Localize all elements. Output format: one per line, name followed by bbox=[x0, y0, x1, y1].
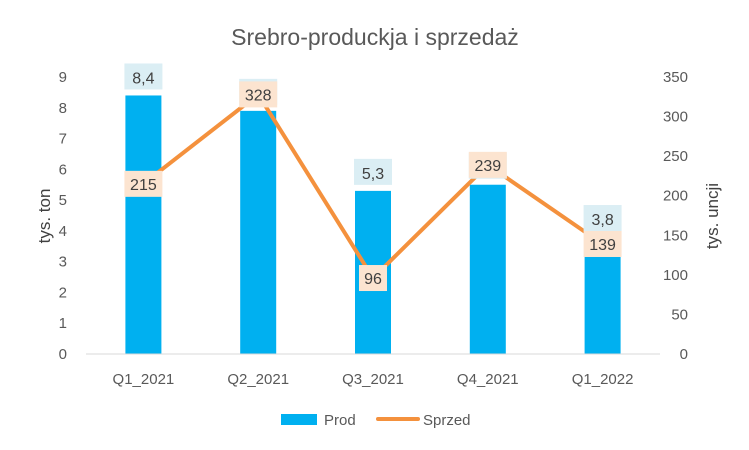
line-label-bg bbox=[124, 170, 163, 197]
line-label-bg bbox=[359, 265, 387, 292]
x-tick-label: Q1_2021 bbox=[113, 371, 175, 388]
y2-axis-ticks: 0 50 100 150 200 250 300 350 bbox=[663, 69, 688, 363]
legend-label-sprzed: Sprzed bbox=[423, 412, 471, 429]
y-tick-label: 0 bbox=[59, 346, 67, 363]
x-tick-label: Q1_2022 bbox=[572, 371, 634, 388]
line-data-label: 239 bbox=[474, 158, 501, 175]
x-tick-label: Q3_2021 bbox=[342, 371, 404, 388]
legend-swatch-prod bbox=[281, 414, 317, 425]
y-axis-title: tys. ton bbox=[35, 189, 54, 244]
x-tick-label: Q2_2021 bbox=[227, 371, 289, 388]
line-label-bg bbox=[239, 81, 278, 108]
bar bbox=[469, 184, 506, 354]
line-label-bg bbox=[583, 230, 622, 257]
bar-label-bg bbox=[583, 205, 622, 232]
y-tick-label: 6 bbox=[59, 161, 67, 178]
y-tick-label: 3 bbox=[59, 254, 67, 271]
y-tick-label: 9 bbox=[59, 69, 67, 86]
y2-tick-label: 300 bbox=[663, 109, 688, 126]
line-data-label: 96 bbox=[364, 271, 382, 288]
bar-data-label: 5,3 bbox=[362, 166, 384, 183]
bar-label-bg bbox=[124, 63, 163, 90]
y2-axis-title: tys. uncji bbox=[703, 183, 722, 249]
bar bbox=[240, 110, 277, 354]
bar bbox=[125, 95, 162, 354]
y2-tick-label: 150 bbox=[663, 227, 688, 244]
line-data-label: 328 bbox=[245, 87, 272, 104]
legend: Prod Sprzed bbox=[281, 412, 471, 429]
y2-tick-label: 250 bbox=[663, 148, 688, 165]
y2-tick-label: 50 bbox=[671, 306, 688, 323]
bar-label-bg bbox=[354, 158, 392, 185]
y-tick-label: 1 bbox=[59, 315, 67, 332]
bar-data-label: 8,4 bbox=[132, 70, 154, 87]
line-data-label: 215 bbox=[130, 177, 157, 194]
chart-title: Srebro-produckja i sprzedaż bbox=[231, 24, 519, 50]
y-tick-label: 7 bbox=[59, 131, 67, 148]
y-tick-label: 4 bbox=[59, 223, 67, 240]
x-tick-label: Q4_2021 bbox=[457, 371, 519, 388]
x-axis-ticks: Q1_2021 Q2_2021 Q3_2021 Q4_2021 Q1_2022 bbox=[113, 371, 634, 388]
y-tick-label: 5 bbox=[59, 192, 67, 209]
y2-tick-label: 100 bbox=[663, 267, 688, 284]
line-data-labels: 215 328 96 239 139 bbox=[124, 81, 622, 292]
y-axis-ticks: 0 1 2 3 4 5 6 7 8 9 bbox=[59, 69, 67, 363]
legend-label-prod: Prod bbox=[324, 412, 356, 429]
line-data-label: 139 bbox=[589, 237, 616, 254]
y-tick-label: 8 bbox=[59, 100, 67, 117]
y-tick-label: 2 bbox=[59, 284, 67, 301]
y2-tick-label: 0 bbox=[680, 346, 688, 363]
line-label-bg bbox=[468, 151, 507, 178]
bar-data-label: 3,8 bbox=[591, 212, 613, 229]
y2-tick-label: 350 bbox=[663, 69, 688, 86]
y2-tick-label: 200 bbox=[663, 188, 688, 205]
bar-series bbox=[125, 95, 621, 354]
